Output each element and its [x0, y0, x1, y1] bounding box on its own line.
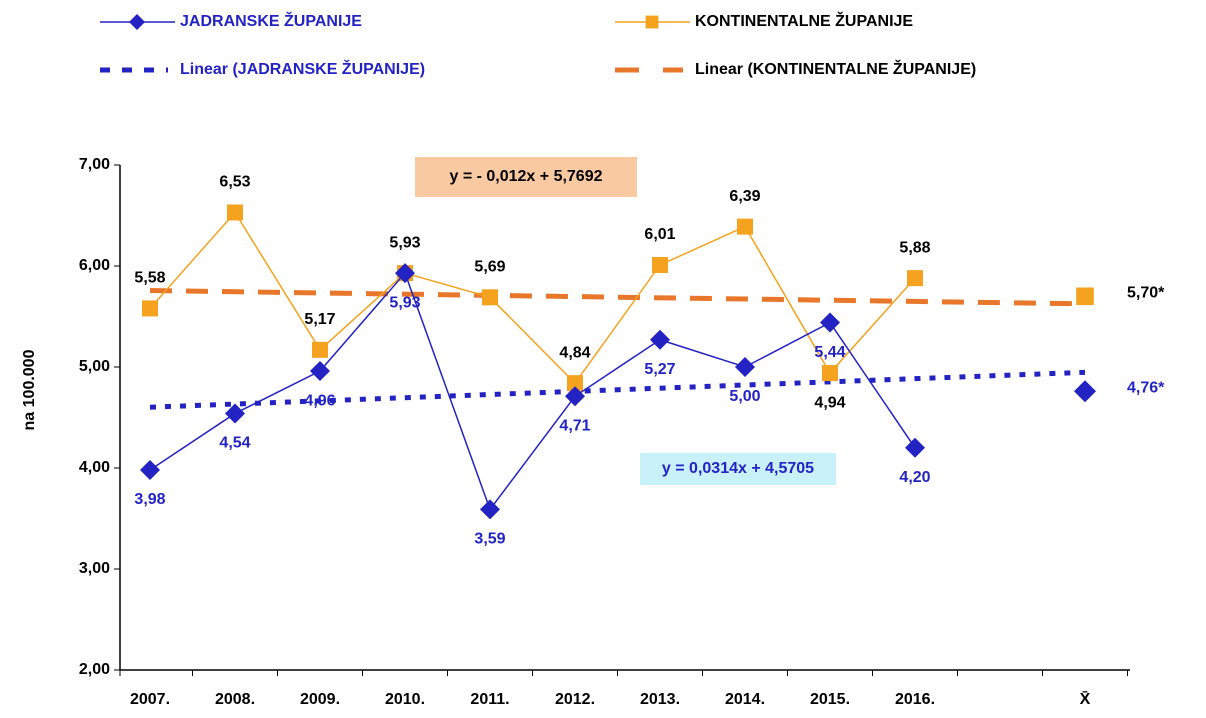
data-label: 5,58: [134, 270, 165, 287]
marker: [140, 460, 160, 481]
x-tick-label: X̄: [1080, 689, 1091, 708]
y-tick-label: 2,00: [79, 661, 110, 678]
x-tick-label: 2010.: [385, 691, 425, 708]
x-tick-label: 2008.: [215, 691, 255, 708]
marker: [225, 403, 245, 424]
marker: [395, 263, 415, 284]
x-tick-label: 2015.: [810, 691, 850, 708]
data-label: 5,69: [474, 259, 505, 276]
data-label: 6,01: [644, 226, 675, 243]
marker: [129, 14, 145, 30]
x-tick-label: 2011.: [470, 691, 509, 708]
y-tick-label: 4,00: [79, 459, 110, 476]
mean-label: 5,70*: [1127, 285, 1165, 302]
data-label: 3,59: [474, 531, 505, 548]
marker: [480, 499, 500, 520]
marker: [565, 386, 585, 407]
marker: [482, 289, 498, 306]
x-tick-label: 2007.: [130, 691, 170, 708]
y-tick-label: 7,00: [79, 156, 110, 173]
trendline: [149, 288, 1086, 307]
legend-label: Linear (JADRANSKE ŽUPANIJE): [180, 59, 425, 78]
mean-label: 4,76*: [1127, 379, 1165, 396]
marker: [312, 341, 328, 358]
legend-label: Linear (KONTINENTALNE ŽUPANIJE): [695, 59, 976, 78]
marker: [820, 312, 840, 333]
series-line: [149, 211, 916, 385]
marker: [645, 15, 659, 29]
data-label: 5,44: [814, 344, 845, 361]
marker: [567, 375, 583, 392]
marker: [735, 357, 755, 377]
data-label: 4,96: [304, 392, 335, 409]
y-tick-label: 3,00: [79, 560, 110, 577]
y-tick-label: 5,00: [79, 358, 110, 375]
x-tick-label: 2009.: [300, 691, 340, 708]
equation: y = 0,0314x + 4,5705: [662, 460, 814, 477]
data-label: 4,20: [899, 469, 930, 486]
marker: [737, 218, 753, 235]
data-label: 5,00: [729, 388, 760, 405]
marker: [1074, 380, 1096, 403]
data-label: 3,98: [134, 491, 165, 508]
x-tick-label: 2012.: [555, 691, 595, 708]
marker: [652, 256, 668, 273]
equation-box: [640, 453, 836, 485]
data-label: 5,17: [304, 311, 335, 328]
equation-box: [415, 157, 637, 197]
x-tick-label: 2013.: [640, 691, 680, 708]
data-label: 4,94: [814, 394, 845, 411]
data-label: 5,27: [644, 361, 675, 378]
series-line: [149, 271, 916, 511]
legend-label: JADRANSKE ŽUPANIJE: [180, 11, 362, 30]
marker: [142, 300, 158, 317]
marker: [822, 365, 838, 382]
data-label: 6,39: [729, 188, 760, 205]
y-tick-label: 6,00: [79, 257, 110, 274]
data-label: 4,71: [559, 418, 590, 435]
legend-label: KONTINENTALNE ŽUPANIJE: [695, 11, 913, 30]
data-label: 6,53: [219, 174, 250, 191]
data-label: 4,54: [219, 435, 250, 452]
marker: [227, 204, 243, 221]
data-label: 5,93: [389, 234, 420, 251]
data-label: 4,84: [559, 344, 590, 361]
y-axis-label: na 100.000: [21, 349, 38, 430]
x-tick-label: 2016.: [895, 691, 935, 708]
data-label: 5,93: [389, 294, 420, 311]
marker: [310, 361, 330, 382]
marker: [905, 437, 925, 458]
marker: [907, 270, 923, 287]
marker: [1076, 287, 1094, 306]
trendline: [149, 369, 1086, 410]
marker: [650, 329, 670, 350]
equation: y = - 0,012x + 5,7692: [449, 168, 602, 185]
x-tick-label: 2014.: [725, 691, 765, 708]
data-label: 5,88: [899, 239, 930, 256]
